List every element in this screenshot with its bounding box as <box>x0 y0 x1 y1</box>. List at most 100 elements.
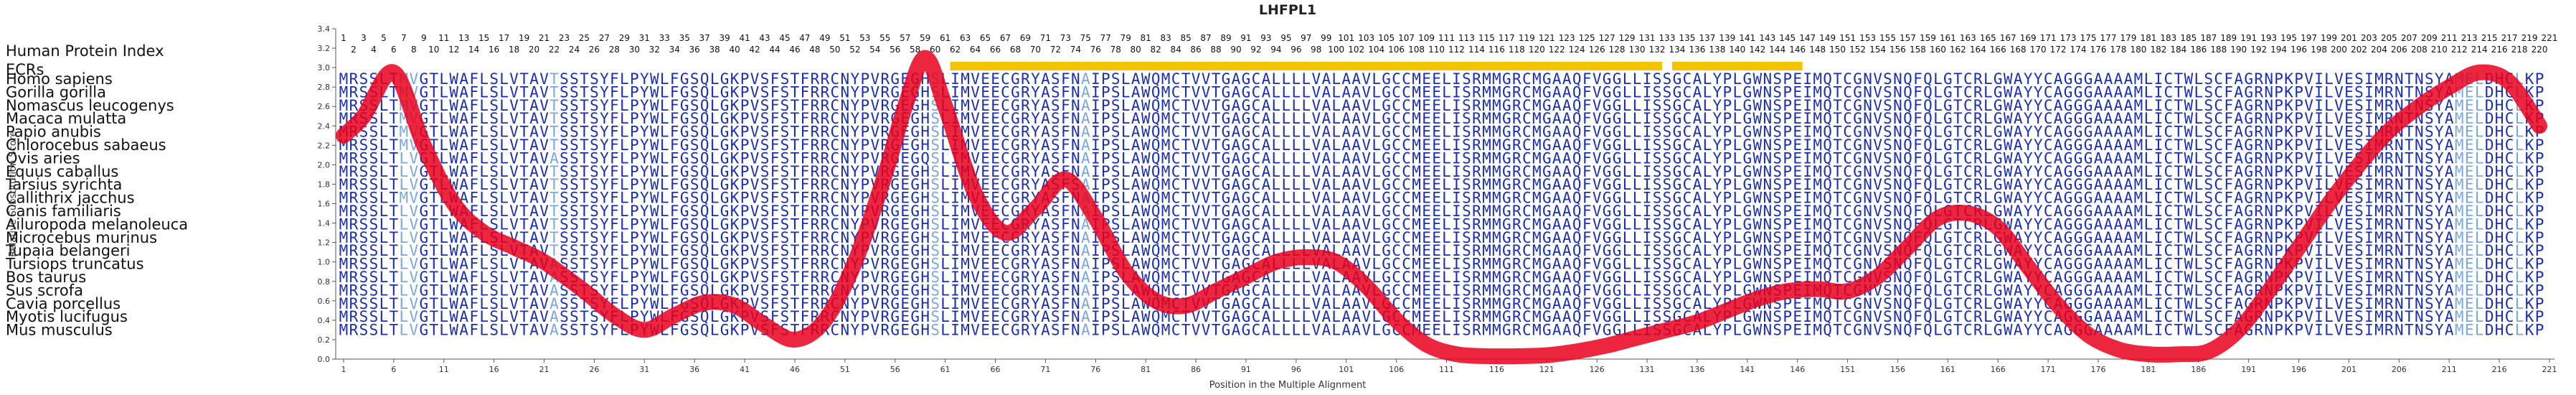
protein-index-number: 111 <box>1438 33 1455 43</box>
protein-index-number: 180 <box>2130 45 2146 55</box>
species-label: Sus scrofa <box>6 282 83 299</box>
x-tick-label: 31 <box>639 365 649 374</box>
species-label: Papio anubis <box>6 124 101 141</box>
protein-index-number: 108 <box>1408 45 1425 55</box>
y-tick-label: 1.4 <box>318 219 331 228</box>
protein-index-number: 98 <box>1311 45 1321 55</box>
protein-index-number: 11 <box>438 33 449 43</box>
substitution-score-line <box>335 50 2548 365</box>
protein-index-number: 127 <box>1599 33 1615 43</box>
protein-index-number: 120 <box>1529 45 1545 55</box>
x-tick-label: 56 <box>890 365 900 374</box>
x-tick-label: 191 <box>2241 365 2256 374</box>
x-tick-label: 36 <box>689 365 699 374</box>
protein-index-number: 61 <box>940 33 950 43</box>
protein-index-number: 81 <box>1141 33 1151 43</box>
protein-index-number: 41 <box>739 33 750 43</box>
protein-index-number: 49 <box>819 33 830 43</box>
protein-index-number: 56 <box>890 45 900 55</box>
protein-index-number: 26 <box>589 45 600 55</box>
protein-index-number: 82 <box>1151 45 1161 55</box>
protein-index-number: 206 <box>2391 45 2407 55</box>
protein-index-number: 8 <box>411 45 417 55</box>
protein-index-number: 3 <box>361 33 367 43</box>
x-tick-label: 221 <box>2542 365 2557 374</box>
protein-index-number: 216 <box>2491 45 2508 55</box>
protein-index-number: 86 <box>1190 45 1201 55</box>
protein-index-number: 53 <box>859 33 870 43</box>
protein-index-number: 172 <box>2050 45 2067 55</box>
y-tick-label: 0.4 <box>318 316 331 325</box>
protein-index-number: 54 <box>869 45 880 55</box>
protein-index-number: 67 <box>1000 33 1011 43</box>
protein-index-number: 148 <box>1809 45 1826 55</box>
protein-index-number: 205 <box>2381 33 2397 43</box>
protein-index-number: 167 <box>2000 33 2016 43</box>
x-tick-label: 81 <box>1141 365 1151 374</box>
sequence-row: MRSSLTMVGTLWAFLSLVTAVTSSTSYFLPYWLFGSQLGK… <box>339 190 2544 207</box>
protein-index-number: 152 <box>1849 45 1866 55</box>
protein-index-number: 137 <box>1699 33 1715 43</box>
protein-index-number: 24 <box>569 45 580 55</box>
protein-index-number: 214 <box>2471 45 2488 55</box>
protein-index-number: 76 <box>1090 45 1101 55</box>
x-axis-ticks: 1 6 11 16 21 26 31 36 41 46 51 56 61 66 71 76 81 86 91 96 10… <box>341 359 2557 374</box>
x-tick-label: 101 <box>1339 365 1354 374</box>
chart-title: LHFPL1 <box>1259 2 1316 18</box>
x-tick-label: 11 <box>439 365 449 374</box>
x-tick-label: 211 <box>2442 365 2457 374</box>
human-protein-index-ticks: 1234567891011121314151617181920212223242… <box>341 33 2557 55</box>
protein-index-number: 105 <box>1378 33 1395 43</box>
protein-index-number: 140 <box>1729 45 1745 55</box>
protein-index-number: 77 <box>1100 33 1111 43</box>
protein-index-number: 35 <box>679 33 690 43</box>
protein-index-number: 7 <box>401 33 407 43</box>
protein-index-number: 190 <box>2230 45 2247 55</box>
species-label: Canis familiaris <box>6 203 121 220</box>
x-tick-label: 111 <box>1439 365 1454 374</box>
protein-index-number: 92 <box>1250 45 1261 55</box>
protein-index-number: 118 <box>1509 45 1525 55</box>
protein-index-number: 219 <box>2521 33 2538 43</box>
protein-index-number: 75 <box>1080 33 1091 43</box>
y-axis-ticks: 0.0 0.2 0.4 0.6 0.8 1.0 1.2 1.4 1.6 1.8 2.0 2.2 2.4 2… <box>318 24 336 364</box>
x-tick-label: 181 <box>2141 365 2156 374</box>
protein-index-number: 191 <box>2240 33 2257 43</box>
protein-index-number: 209 <box>2421 33 2438 43</box>
protein-index-number: 39 <box>719 33 730 43</box>
x-tick-label: 106 <box>1389 365 1404 374</box>
protein-index-number: 85 <box>1180 33 1191 43</box>
protein-index-number: 30 <box>629 45 640 55</box>
x-tick-label: 166 <box>1991 365 2006 374</box>
protein-index-number: 171 <box>2040 33 2057 43</box>
protein-index-number: 153 <box>1859 33 1876 43</box>
protein-index-number: 135 <box>1679 33 1696 43</box>
protein-index-number: 128 <box>1609 45 1626 55</box>
protein-index-number: 44 <box>769 45 780 55</box>
x-tick-label: 61 <box>940 365 950 374</box>
protein-index-number: 110 <box>1428 45 1445 55</box>
protein-index-number: 168 <box>2010 45 2027 55</box>
y-tick-label: 3.4 <box>318 24 331 34</box>
protein-index-number: 192 <box>2250 45 2267 55</box>
protein-index-number: 6 <box>391 45 397 55</box>
species-label: Equus caballus <box>6 163 118 180</box>
protein-index-number: 159 <box>1920 33 1936 43</box>
protein-index-number: 88 <box>1210 45 1221 55</box>
protein-index-number: 175 <box>2080 33 2097 43</box>
protein-index-number: 58 <box>910 45 920 55</box>
protein-index-number: 103 <box>1358 33 1374 43</box>
protein-index-number: 65 <box>980 33 991 43</box>
protein-index-number: 166 <box>1990 45 2006 55</box>
sequence-row: MRSSLTLVGTLWAFLSLVTAVTSSTSYFLPYWLFGSQLGK… <box>339 176 2544 193</box>
protein-index-number: 13 <box>458 33 469 43</box>
protein-index-number: 132 <box>1649 45 1666 55</box>
protein-index-number: 129 <box>1619 33 1636 43</box>
protein-index-number: 48 <box>809 45 820 55</box>
x-tick-label: 116 <box>1489 365 1504 374</box>
protein-index-number: 71 <box>1040 33 1051 43</box>
y-tick-label: 2.0 <box>318 160 331 169</box>
x-tick-label: 96 <box>1291 365 1301 374</box>
